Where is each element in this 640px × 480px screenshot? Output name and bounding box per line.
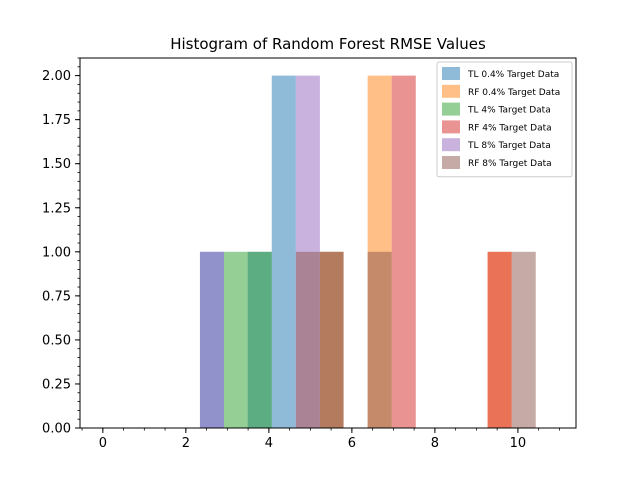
y-tick-label-0: 0.00 — [42, 422, 71, 437]
y-tick-label-6: 1.50 — [42, 157, 71, 172]
bar-series-4-2 — [391, 75, 416, 428]
bar-series-1-3 — [271, 75, 296, 428]
legend-swatch-4 — [442, 120, 460, 134]
bar-series-3-1 — [224, 251, 248, 428]
x-tick-label-0: 0 — [99, 436, 107, 451]
legend-entry-5: TL 8% Target Data — [442, 138, 551, 152]
x-tick-label-5: 10 — [510, 436, 527, 451]
bar-series-3-2 — [247, 251, 272, 428]
legend-swatch-5 — [442, 138, 460, 152]
x-tick-label-1: 2 — [182, 436, 190, 451]
y-tick-label-3: 0.75 — [42, 289, 71, 304]
axes-layer: 0 2 4 6 8 10 0.00 0.25 0.50 0.75 1.00 1.25 1.50 1.75 2… — [42, 57, 577, 451]
legend-swatch-3 — [442, 102, 460, 116]
legend-swatch-6 — [442, 156, 460, 169]
legend: TL 0.4% Target Data RF 0.4% Target Data TL… — [436, 61, 573, 178]
y-ticks: 0.00 0.25 0.50 0.75 1.00 1.25 1.50 1.75 2.00 — [42, 57, 80, 437]
x-tick-label-4: 8 — [431, 436, 439, 451]
x-tick-label-3: 6 — [348, 436, 356, 451]
legend-label-4: RF 4% Target Data — [468, 123, 552, 133]
legend-entry-6: RF 8% Target Data — [442, 156, 552, 169]
x-tick-label-2: 4 — [265, 436, 273, 451]
x-ticks: 0 2 4 6 8 10 — [81, 428, 560, 451]
bar-series-6-1 — [295, 251, 320, 428]
legend-swatch-2 — [442, 84, 460, 98]
bars-layer — [199, 75, 536, 428]
legend-entry-4: RF 4% Target Data — [442, 120, 552, 134]
bar-series-4-1 — [319, 251, 344, 428]
legend-label-6: RF 8% Target Data — [468, 159, 552, 169]
legend-swatch-1 — [442, 67, 460, 80]
chart-title: Histogram of Random Forest RMSE Values — [170, 35, 486, 53]
bar-series-6-3 — [511, 251, 536, 428]
legend-box — [436, 61, 573, 178]
bar-series-6-2 — [367, 251, 392, 428]
y-tick-label-8: 2.00 — [42, 69, 71, 84]
y-tick-label-1: 0.25 — [42, 377, 71, 392]
y-tick-label-5: 1.25 — [42, 201, 71, 216]
legend-label-3: TL 4% Target Data — [467, 106, 551, 116]
legend-entry-1: TL 0.4% Target Data — [442, 67, 559, 80]
series-6 — [295, 251, 536, 428]
y-tick-label-2: 0.50 — [42, 333, 71, 348]
legend-entry-2: RF 0.4% Target Data — [442, 84, 560, 98]
y-tick-label-7: 1.75 — [42, 113, 71, 128]
legend-label-5: TL 8% Target Data — [467, 141, 551, 151]
series-4 — [319, 75, 512, 428]
y-tick-label-4: 1.00 — [42, 245, 71, 260]
legend-entry-3: TL 4% Target Data — [442, 102, 551, 116]
bar-series-4-3 — [487, 251, 512, 428]
legend-label-2: RF 0.4% Target Data — [468, 88, 560, 98]
bar-series-5-1 — [199, 251, 225, 428]
legend-label-1: TL 0.4% Target Data — [467, 70, 559, 80]
